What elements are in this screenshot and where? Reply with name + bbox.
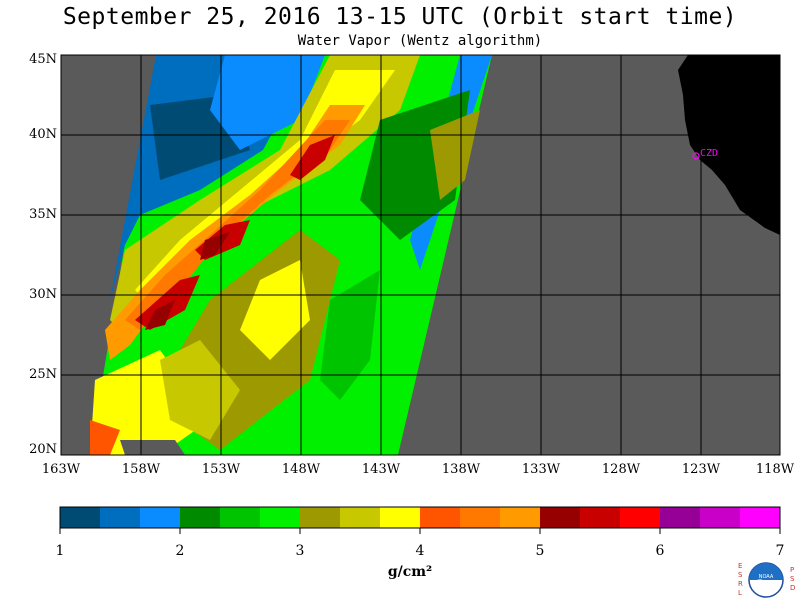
colorbar-cell [220,507,261,528]
colorbar-cell [100,507,141,528]
colorbar-cell [260,507,301,528]
colorbar-cell [380,507,421,528]
colorbar-cell [540,507,581,528]
lat-label-40n: 40N [29,127,57,142]
lon-label-118w: 118W [755,462,795,477]
lon-label-123w: 123W [681,462,721,477]
lon-label-163w: 163W [41,462,81,477]
colorbar-units: g/cm² [387,564,433,580]
colorbar-tick-3: 3 [295,543,305,559]
colorbar-cell [580,507,621,528]
logo-letter-p: P [790,566,794,574]
colorbar-cell [340,507,381,528]
logo-letter-e: E [738,562,742,570]
noaa-logo-icon: E S R L P S D NOAA [738,562,795,598]
lon-label-148w: 148W [281,462,321,477]
lon-label-133w: 133W [521,462,561,477]
colorbar-cell [300,507,341,528]
satellite-swath [90,55,492,455]
station-label: CZD [700,148,718,159]
colorbar-tick-7: 7 [775,543,785,559]
colorbar-tick-5: 5 [535,543,545,559]
logo-text: NOAA [759,574,774,580]
lon-label-128w: 128W [601,462,641,477]
station-marker: CZD [692,148,718,160]
lon-label-158w: 158W [121,462,161,477]
colorbar-tick-6: 6 [655,543,665,559]
logo-letter-s2: S [790,575,795,583]
lat-label-20n: 20N [29,442,57,457]
logo-letter-l: L [738,589,742,597]
lat-label-35n: 35N [29,207,57,222]
colorbar-cell [700,507,741,528]
colorbar-cell [60,507,101,528]
lon-label-138w: 138W [441,462,481,477]
colorbar-cell [500,507,541,528]
graticule [61,55,780,455]
lat-label-25n: 25N [29,367,57,382]
map-title: September 25, 2016 13-15 UTC (Orbit star… [62,4,738,30]
colorbar-border [59,506,781,529]
lat-label-45n: 45N [29,52,57,67]
logo-letter-s: S [738,571,743,579]
logo-letter-d: D [790,584,795,592]
colorbar-tick-1: 1 [55,543,65,559]
colorbar-ticks [59,528,781,534]
water-vapor-map: CZD [60,54,781,456]
colorbar-cell [660,507,701,528]
colorbar-cell [740,507,781,528]
colorbar-cell [140,507,181,528]
land-mass [678,55,780,235]
colorbar-tick-4: 4 [415,543,425,559]
station-symbol [692,152,700,160]
colorbar-cells [60,507,781,528]
colorbar-cell [460,507,501,528]
lon-label-143w: 143W [361,462,401,477]
lon-label-153w: 153W [201,462,241,477]
logo-letter-r: R [738,580,743,588]
colorbar-cell [180,507,221,528]
map-subtitle: Water Vapor (Wentz algorithm) [297,33,543,49]
map-border [60,54,781,456]
lat-label-30n: 30N [29,287,57,302]
colorbar-cell [620,507,661,528]
colorbar-cell [420,507,461,528]
colorbar-tick-2: 2 [175,543,185,559]
